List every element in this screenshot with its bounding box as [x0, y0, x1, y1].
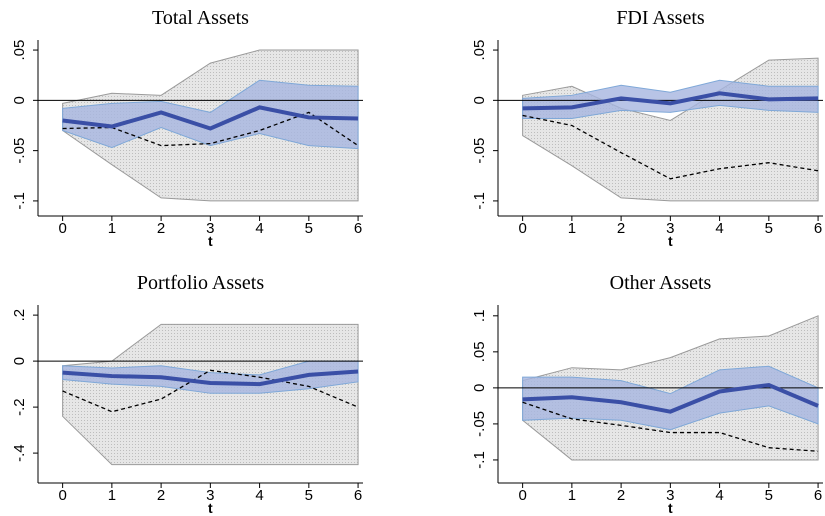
x-tick-label: 2: [617, 487, 625, 504]
x-tick-label: 6: [814, 487, 822, 504]
y-tick-label: -.05: [471, 138, 488, 164]
y-tick-label: -.1: [11, 192, 28, 210]
x-tick-label: 5: [305, 487, 313, 504]
x-tick-label: 2: [157, 487, 165, 504]
x-tick-label: 0: [58, 220, 66, 237]
x-tick-label: 6: [354, 220, 362, 237]
confidence-band: [62, 323, 359, 466]
y-tick-label: .05: [471, 341, 488, 362]
x-tick-label: 5: [765, 220, 773, 237]
x-tick-label: 1: [108, 487, 116, 504]
y-tick-label: .05: [11, 40, 28, 61]
y-tick-label: -.1: [471, 192, 488, 210]
panel-title: Total Assets: [152, 7, 249, 29]
y-tick-label: 0: [11, 357, 28, 365]
y-tick-label: 0: [11, 96, 28, 104]
confidence-band: [522, 365, 819, 431]
x-axis-label: t: [668, 233, 673, 249]
x-tick-label: 0: [518, 487, 526, 504]
x-axis-label: t: [668, 500, 673, 516]
y-tick-label: -.4: [11, 444, 28, 462]
confidence-band: [62, 360, 359, 394]
x-tick-label: 3: [666, 220, 674, 237]
y-tick-label: .2: [11, 309, 28, 322]
y-tick-label: 0: [471, 384, 488, 392]
x-tick-label: 3: [666, 487, 674, 504]
x-tick-label: 5: [765, 487, 773, 504]
x-tick-label: 0: [518, 220, 526, 237]
panel-title: Other Assets: [610, 272, 712, 294]
estimate-line: [62, 369, 359, 387]
y-tick-label: -.2: [11, 398, 28, 416]
y-tick-label: .05: [471, 40, 488, 61]
x-axis-label: t: [208, 233, 213, 249]
x-tick-label: 6: [814, 220, 822, 237]
x-tick-label: 2: [157, 220, 165, 237]
x-tick-label: 3: [206, 220, 214, 237]
panel-title: FDI Assets: [616, 7, 705, 29]
y-tick-label: 0: [471, 96, 488, 104]
y-tick-label: -.1: [471, 451, 488, 469]
x-tick-label: 1: [568, 220, 576, 237]
x-tick-label: 4: [715, 220, 723, 237]
x-axis-label: t: [208, 500, 213, 516]
y-tick-label: .1: [471, 310, 488, 323]
x-tick-label: 3: [206, 487, 214, 504]
dashed-line: [522, 114, 819, 180]
y-tick-label: -.05: [11, 138, 28, 164]
x-tick-label: 6: [354, 487, 362, 504]
x-tick-label: 4: [255, 487, 263, 504]
confidence-band: [522, 79, 819, 119]
x-tick-label: 1: [568, 487, 576, 504]
estimate-line: [522, 382, 819, 414]
x-tick-label: 5: [305, 220, 313, 237]
estimate-line: [522, 91, 819, 111]
dashed-line: [62, 369, 359, 413]
y-tick-label: -.05: [471, 411, 488, 437]
x-tick-label: 1: [108, 220, 116, 237]
confidence-band: [522, 57, 819, 202]
x-tick-label: 4: [255, 220, 263, 237]
x-tick-label: 4: [715, 487, 723, 504]
panel-title: Portfolio Assets: [137, 272, 264, 294]
estimate-line: [62, 105, 359, 131]
x-tick-label: 2: [617, 220, 625, 237]
confidence-band: [62, 79, 359, 150]
dashed-line: [522, 401, 819, 452]
x-tick-label: 0: [58, 487, 66, 504]
